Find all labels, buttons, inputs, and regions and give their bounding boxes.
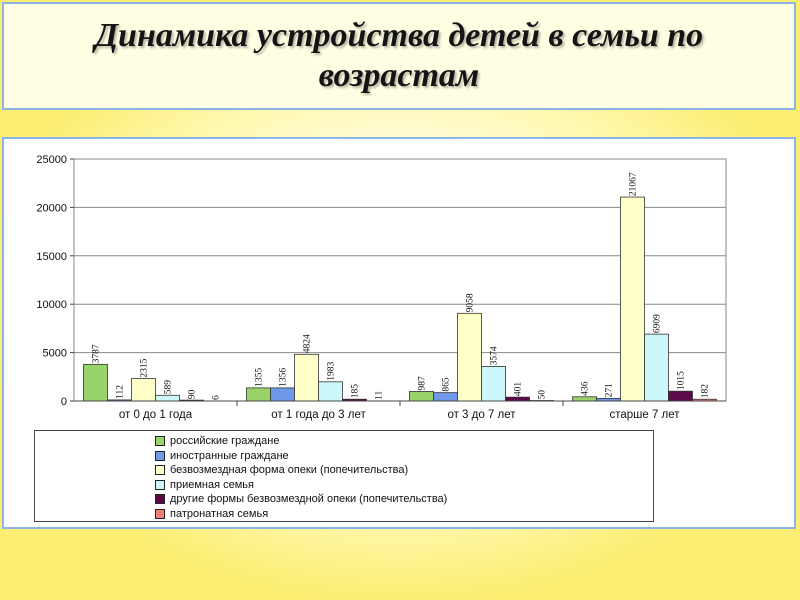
data-label: 436 <box>581 381 591 396</box>
bar <box>620 196 645 402</box>
bar <box>668 390 693 402</box>
legend-swatch <box>155 465 165 476</box>
legend-swatch <box>155 436 165 447</box>
legend-label: российские граждане <box>170 435 280 448</box>
bar <box>318 381 343 402</box>
y-tick-label: 15000 <box>36 251 67 263</box>
data-label: 1356 <box>279 368 289 387</box>
y-tick-label: 0 <box>61 396 67 408</box>
legend-label: безвозмездная форма опеки (попечительств… <box>170 464 409 477</box>
legend-item: другие формы безвозмездной опеки (попечи… <box>155 492 653 507</box>
bar <box>131 378 156 402</box>
data-label: 865 <box>442 377 452 392</box>
data-label: 987 <box>418 376 428 391</box>
bar <box>246 387 271 402</box>
legend-swatch <box>155 450 165 461</box>
bar <box>83 363 108 402</box>
legend-label: иностранные граждане <box>170 449 289 462</box>
legend-item: патронатная семья <box>155 507 653 522</box>
data-label: 3574 <box>490 346 500 365</box>
data-label: 182 <box>701 384 711 399</box>
data-label: 112 <box>116 385 126 399</box>
legend-swatch <box>155 508 165 519</box>
legend-swatch <box>155 494 165 505</box>
chart-legend: российские граждане иностранные граждане б… <box>34 430 654 522</box>
legend-item: иностранные граждане <box>155 449 653 464</box>
title-panel: Динамика устройства детей в семьи по воз… <box>2 2 796 110</box>
bar <box>481 366 506 402</box>
y-tick-label: 20000 <box>36 202 67 214</box>
bar <box>409 391 434 402</box>
bar <box>155 394 180 402</box>
y-tick-label: 5000 <box>43 348 67 360</box>
data-label: 589 <box>164 380 174 395</box>
bar <box>433 392 458 402</box>
y-tick-label: 10000 <box>36 299 67 311</box>
bar <box>572 396 597 402</box>
bar <box>270 387 295 402</box>
bar <box>505 396 530 402</box>
legend-item: приемная семья <box>155 478 653 493</box>
x-tick-label: старше 7 лет <box>609 409 680 421</box>
data-label: 3787 <box>92 344 102 363</box>
bar-chart: 0 5000 10000 15000 20000 25000 от 0 до 1 года 3… <box>36 154 727 421</box>
data-label: 401 <box>514 382 524 397</box>
data-label: 4824 <box>303 334 313 353</box>
data-label: 185 <box>351 384 361 399</box>
bar <box>644 333 669 402</box>
legend-label: приемная семья <box>170 478 254 491</box>
x-tick-label: от 3 до 7 лет <box>447 409 516 421</box>
legend-label: патронатная семья <box>170 507 269 520</box>
data-label: 6 <box>212 395 222 400</box>
bar <box>457 312 482 402</box>
data-label: 271 <box>605 383 615 398</box>
data-label: 9058 <box>466 293 476 312</box>
data-label: 11 <box>375 390 385 399</box>
legend-item: безвозмездная форма опеки (попечительств… <box>155 463 653 478</box>
slide-title: Динамика устройства детей в семьи по воз… <box>94 17 704 94</box>
chart-panel: 0 5000 10000 15000 20000 25000 от 0 до 1 года 3… <box>2 137 796 529</box>
data-label: 1983 <box>327 362 337 381</box>
x-tick-label: от 0 до 1 года <box>119 409 193 421</box>
data-label: 50 <box>538 390 548 400</box>
data-label: 2315 <box>140 358 150 377</box>
y-tick-label: 25000 <box>36 154 67 166</box>
legend-item: российские граждане <box>155 434 653 449</box>
legend-swatch <box>155 479 165 490</box>
x-tick-label: от 1 года до 3 лет <box>271 409 366 421</box>
legend-label: другие формы безвозмездной опеки (попечи… <box>170 493 448 506</box>
data-label: 90 <box>188 389 198 399</box>
data-label: 21067 <box>629 172 639 196</box>
data-label: 1355 <box>255 368 265 387</box>
data-label: 1015 <box>677 371 687 390</box>
bar <box>294 353 319 402</box>
data-label: 6909 <box>653 314 663 333</box>
